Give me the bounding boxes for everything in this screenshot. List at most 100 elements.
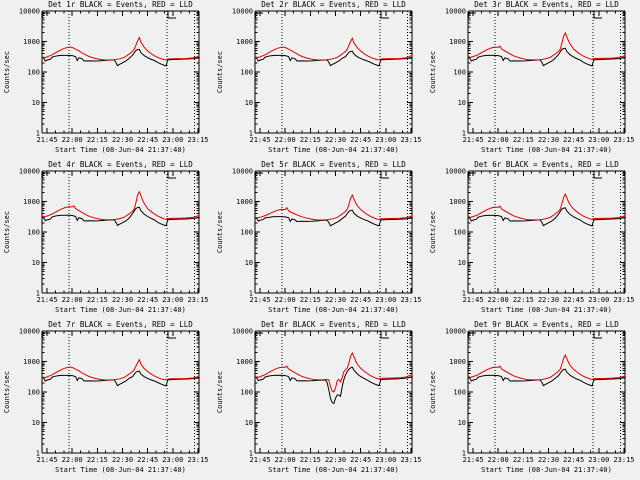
svg-text:21:45: 21:45 (249, 136, 270, 144)
svg-text:10: 10 (245, 419, 253, 427)
chart-det-9r: 21:45 22:00 22:15 22:30 22:45 23:00 23:15 1 10 10… (426, 320, 640, 480)
svg-text:22:15: 22:15 (87, 296, 108, 304)
svg-text:Start Time (08-Jun-04 21:37:40: Start Time (08-Jun-04 21:37:40) (55, 146, 186, 154)
svg-text:Start Time (08-Jun-04 21:37:40: Start Time (08-Jun-04 21:37:40) (268, 466, 399, 474)
svg-text:1: 1 (462, 290, 466, 298)
chart-det-5r: 21:45 22:00 22:15 22:30 22:45 23:00 23:15 1 10 10… (213, 160, 427, 320)
svg-text:Counts/sec: Counts/sec (3, 371, 11, 413)
chart-det-2r: 21:45 22:00 22:15 22:30 22:45 23:00 23:15 1 10 10… (213, 0, 427, 160)
svg-text:10000: 10000 (232, 168, 253, 176)
svg-text:23:00: 23:00 (162, 296, 183, 304)
svg-text:23:15: 23:15 (187, 456, 208, 464)
svg-text:10000: 10000 (19, 328, 40, 336)
svg-text:10000: 10000 (19, 8, 40, 16)
svg-text:22:45: 22:45 (350, 136, 371, 144)
svg-text:23:15: 23:15 (400, 456, 421, 464)
svg-text:100: 100 (453, 389, 466, 397)
svg-text:Counts/sec: Counts/sec (216, 371, 224, 413)
svg-text:23:15: 23:15 (187, 136, 208, 144)
chart-det-4r: 21:45 22:00 22:15 22:30 22:45 23:00 23:15 1 10 10… (0, 160, 214, 320)
svg-text:1: 1 (36, 130, 40, 138)
svg-text:Counts/sec: Counts/sec (429, 211, 437, 253)
svg-text:22:30: 22:30 (112, 456, 133, 464)
svg-text:23:15: 23:15 (613, 296, 634, 304)
svg-text:Det 2r BLACK = Events, RED = L: Det 2r BLACK = Events, RED = LLD (261, 0, 406, 9)
svg-text:21:45: 21:45 (462, 136, 483, 144)
svg-text:21:45: 21:45 (36, 296, 57, 304)
svg-text:22:30: 22:30 (538, 296, 559, 304)
svg-text:22:15: 22:15 (513, 456, 534, 464)
svg-text:1000: 1000 (23, 358, 40, 366)
svg-text:21:45: 21:45 (462, 296, 483, 304)
svg-text:Det 3r BLACK = Events, RED = L: Det 3r BLACK = Events, RED = LLD (474, 0, 619, 9)
svg-text:23:15: 23:15 (400, 296, 421, 304)
svg-text:22:00: 22:00 (62, 296, 83, 304)
svg-text:10000: 10000 (445, 328, 466, 336)
svg-text:22:15: 22:15 (513, 296, 534, 304)
svg-text:22:30: 22:30 (325, 136, 346, 144)
svg-text:22:00: 22:00 (488, 456, 509, 464)
svg-text:10000: 10000 (19, 168, 40, 176)
svg-text:100: 100 (240, 389, 253, 397)
svg-text:1000: 1000 (23, 198, 40, 206)
svg-text:22:30: 22:30 (112, 136, 133, 144)
svg-text:21:45: 21:45 (249, 456, 270, 464)
svg-text:22:00: 22:00 (488, 136, 509, 144)
svg-text:22:15: 22:15 (300, 456, 321, 464)
svg-text:22:00: 22:00 (275, 456, 296, 464)
svg-text:22:15: 22:15 (87, 456, 108, 464)
svg-text:22:30: 22:30 (325, 296, 346, 304)
svg-text:23:00: 23:00 (162, 136, 183, 144)
svg-text:22:30: 22:30 (325, 456, 346, 464)
svg-text:1: 1 (462, 130, 466, 138)
svg-text:22:00: 22:00 (488, 296, 509, 304)
svg-text:10: 10 (32, 259, 40, 267)
svg-text:22:00: 22:00 (62, 456, 83, 464)
svg-text:21:45: 21:45 (462, 456, 483, 464)
svg-text:1: 1 (249, 290, 253, 298)
svg-text:22:45: 22:45 (563, 456, 584, 464)
chart-det-6r: 21:45 22:00 22:15 22:30 22:45 23:00 23:15 1 10 10… (426, 160, 640, 320)
svg-text:22:00: 22:00 (275, 136, 296, 144)
svg-text:22:15: 22:15 (87, 136, 108, 144)
svg-text:1000: 1000 (236, 358, 253, 366)
svg-text:100: 100 (240, 229, 253, 237)
svg-text:22:45: 22:45 (350, 296, 371, 304)
svg-text:23:00: 23:00 (375, 296, 396, 304)
svg-text:Counts/sec: Counts/sec (429, 51, 437, 93)
svg-text:Det 6r BLACK = Events, RED = L: Det 6r BLACK = Events, RED = LLD (474, 160, 619, 169)
svg-text:Start Time (08-Jun-04 21:37:40: Start Time (08-Jun-04 21:37:40) (268, 306, 399, 314)
svg-text:1: 1 (249, 130, 253, 138)
svg-text:Det 7r BLACK = Events, RED = L: Det 7r BLACK = Events, RED = LLD (48, 320, 193, 329)
svg-text:Start Time (08-Jun-04 21:37:40: Start Time (08-Jun-04 21:37:40) (55, 306, 186, 314)
svg-text:10000: 10000 (232, 8, 253, 16)
chart-det-7r: 21:45 22:00 22:15 22:30 22:45 23:00 23:15 1 10 10… (0, 320, 214, 480)
svg-text:22:15: 22:15 (513, 136, 534, 144)
svg-text:21:45: 21:45 (249, 296, 270, 304)
svg-text:10: 10 (458, 259, 466, 267)
svg-text:1: 1 (36, 290, 40, 298)
svg-text:23:00: 23:00 (588, 296, 609, 304)
svg-text:Start Time (08-Jun-04 21:37:40: Start Time (08-Jun-04 21:37:40) (481, 306, 612, 314)
svg-text:100: 100 (27, 229, 40, 237)
svg-text:Start Time (08-Jun-04 21:37:40: Start Time (08-Jun-04 21:37:40) (268, 146, 399, 154)
svg-text:10000: 10000 (445, 168, 466, 176)
svg-text:23:15: 23:15 (613, 456, 634, 464)
svg-text:1000: 1000 (449, 198, 466, 206)
svg-text:10: 10 (458, 419, 466, 427)
svg-text:100: 100 (27, 69, 40, 77)
svg-text:Det 9r BLACK = Events, RED = L: Det 9r BLACK = Events, RED = LLD (474, 320, 619, 329)
svg-text:Counts/sec: Counts/sec (429, 371, 437, 413)
svg-text:10: 10 (245, 259, 253, 267)
svg-text:23:15: 23:15 (613, 136, 634, 144)
svg-text:Det 4r BLACK = Events, RED = L: Det 4r BLACK = Events, RED = LLD (48, 160, 193, 169)
svg-text:10000: 10000 (445, 8, 466, 16)
svg-text:23:15: 23:15 (400, 136, 421, 144)
svg-text:100: 100 (453, 229, 466, 237)
svg-text:1000: 1000 (236, 38, 253, 46)
svg-text:10: 10 (32, 419, 40, 427)
svg-text:21:45: 21:45 (36, 456, 57, 464)
chart-det-1r: 21:45 22:00 22:15 22:30 22:45 23:00 23:15 1 10 10… (0, 0, 214, 160)
svg-text:Start Time (08-Jun-04 21:37:40: Start Time (08-Jun-04 21:37:40) (55, 466, 186, 474)
